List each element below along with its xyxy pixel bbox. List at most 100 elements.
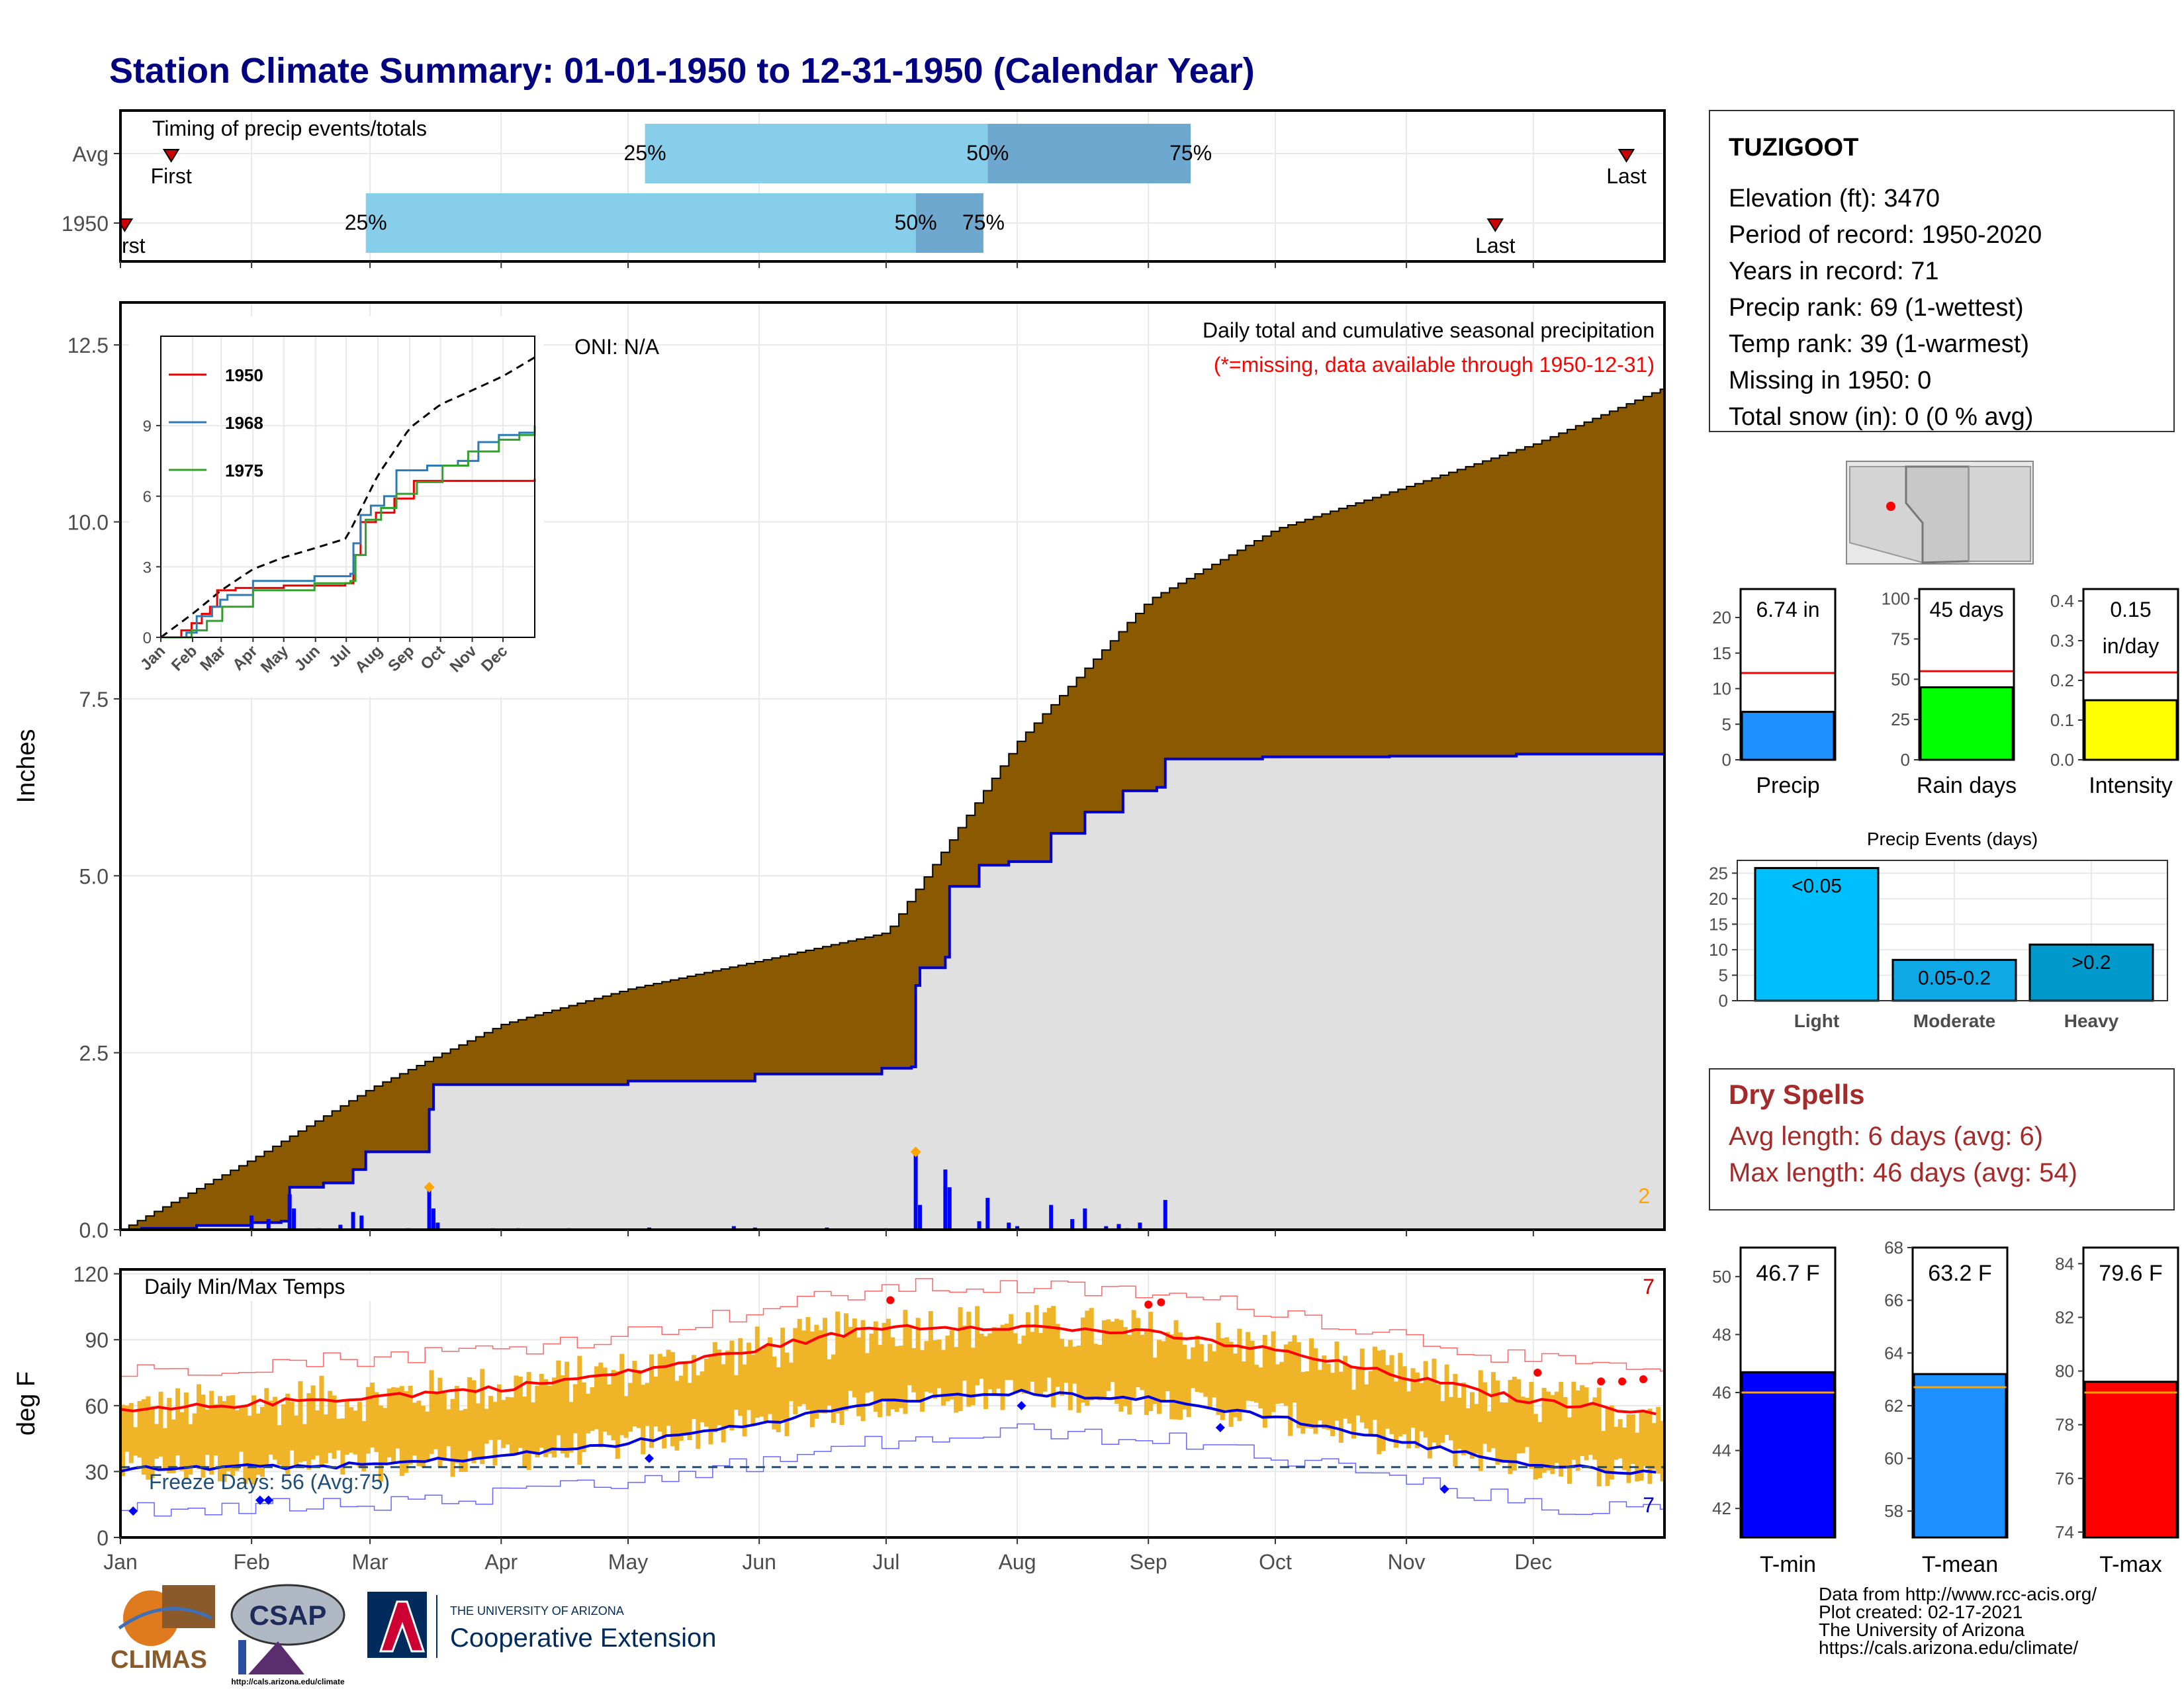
summary-bar-2: 0.15 in/day 0.0 0.1 0.2 0.3 0.4 Intensity [2050, 588, 2179, 798]
daily-temp-bar [247, 1416, 252, 1481]
daily-temp-bar [1364, 1384, 1369, 1429]
daily-temp-bar [1237, 1328, 1242, 1421]
daily-temp-bar [941, 1349, 946, 1406]
daily-temp-bar [395, 1387, 400, 1449]
daily-temp-bar [1140, 1334, 1145, 1391]
precip-corner-count: 2 [1638, 1184, 1650, 1208]
daily-temp-bar [433, 1391, 438, 1449]
precip-events-tick-label: 25 [1709, 863, 1728, 883]
daily-temp-bar [213, 1404, 218, 1456]
daily-temp-bar [1453, 1373, 1458, 1467]
temp-ytick-label: 0 [97, 1526, 109, 1550]
csap-logo-cloud [230, 1584, 345, 1646]
daily-temp-bar [1508, 1380, 1513, 1475]
month-label: Dec [1514, 1550, 1552, 1574]
precip-events-tick-label: 15 [1709, 914, 1728, 934]
temp-bar-border [1911, 1246, 2009, 1539]
summary-bar-tick-label: 50 [1891, 669, 1910, 689]
daily-temp-bar [1457, 1397, 1462, 1449]
temp-ytick-label: 30 [85, 1460, 109, 1484]
precip-event-bar-label: <0.05 [1792, 876, 1842, 897]
daily-temp-bar [1271, 1331, 1276, 1412]
precip-events-title: Precip Events (days) [1867, 829, 2038, 849]
daily-temp-bar [1253, 1365, 1259, 1403]
daily-temp-bar [222, 1400, 227, 1483]
inset-bg [129, 316, 544, 697]
summary-bar-label: Intensity [2089, 773, 2173, 798]
summary-bar-label: Rain days [1917, 773, 2017, 798]
temp-bar-value [1913, 1373, 2007, 1539]
daily-temp-bar [1122, 1327, 1128, 1406]
summary-bar-tick-label: 0.4 [2050, 591, 2074, 611]
daily-temp-bar [1334, 1341, 1340, 1421]
daily-temp-bar [1000, 1324, 1005, 1410]
temp-bar-tick-label: 42 [1712, 1498, 1731, 1518]
record-high-marker [1533, 1369, 1542, 1377]
daily-precip-bar [287, 1194, 292, 1230]
daily-temp-bar [1046, 1308, 1052, 1378]
daily-temp-bar [670, 1351, 675, 1447]
daily-temp-bar [970, 1348, 976, 1406]
temp-bar-value-label: 46.7 F [1756, 1261, 1819, 1286]
daily-temp-bar [238, 1408, 244, 1452]
daily-temp-bar [823, 1318, 828, 1414]
daily-temp-bar [1055, 1324, 1060, 1387]
daily-temp-bar [1195, 1335, 1200, 1393]
daily-temp-bar [526, 1371, 531, 1471]
daily-temp-bar [120, 1404, 125, 1477]
month-label: Nov [1388, 1550, 1426, 1574]
summary-bar-tick-label: 0.3 [2050, 631, 2074, 651]
daily-temp-bar [1064, 1346, 1069, 1383]
daily-temp-bar [1144, 1329, 1149, 1415]
daily-temp-bar [678, 1375, 684, 1441]
temp-bar-tick-label: 82 [2055, 1307, 2074, 1327]
daily-temp-bar [1630, 1414, 1635, 1465]
temp-bar-0: 46.7 F 42 44 46 48 50 T-min [1712, 1246, 1837, 1577]
daily-temp-bar [1410, 1368, 1416, 1428]
daily-temp-bar [201, 1394, 206, 1478]
daily-temp-bar [1169, 1334, 1175, 1420]
daily-precip-bar [427, 1187, 432, 1230]
daily-temp-bar [137, 1400, 142, 1458]
daily-temp-bar [742, 1364, 747, 1437]
precip-events-tick-label: 0 [1719, 991, 1728, 1011]
daily-temp-bar [1529, 1381, 1534, 1469]
daily-temp-bar [1478, 1370, 1483, 1471]
footer-line: Plot created: 02-17-2021 [1819, 1602, 2023, 1622]
daily-temp-bar [518, 1376, 523, 1448]
precip-ytick-label: 2.5 [79, 1042, 109, 1066]
daily-temp-bar [1351, 1389, 1356, 1439]
daily-temp-bar [797, 1318, 802, 1406]
daily-temp-bar [746, 1342, 751, 1410]
daily-temp-bar [653, 1376, 659, 1427]
precip-event-bar-label: 0.05-0.2 [1918, 967, 1991, 989]
precip-events: Precip Events (days) <0.05 Light 0.05-0.2 Mo… [1709, 829, 2168, 1031]
daily-temp-bar [839, 1337, 844, 1426]
record-low-line [120, 1423, 1664, 1517]
inset-series-line [161, 426, 536, 639]
inset-ytick-label: 3 [143, 559, 152, 576]
precip-note: Daily total and cumulative seasonal prec… [1203, 318, 1655, 342]
daily-temp-bar [205, 1409, 210, 1455]
daily-temp-bar [1559, 1381, 1564, 1477]
month-label: Oct [1259, 1550, 1292, 1574]
station-info-line: Period of record: 1950-2020 [1729, 221, 2042, 249]
precip-ytick-label: 5.0 [79, 864, 109, 888]
daily-temp-bar [1656, 1406, 1661, 1474]
summary-bar-tick-label: 0.2 [2050, 670, 2074, 690]
temp-panel: Daily Min/Max Temps Freeze Days: 56 (Avg:… [13, 261, 1666, 1574]
daily-temp-bar [171, 1419, 176, 1473]
daily-temp-bar [577, 1355, 582, 1465]
daily-temp-bar [1313, 1348, 1318, 1434]
record-low-marker [1215, 1423, 1225, 1433]
temp-ytick-label: 60 [85, 1394, 109, 1418]
daily-temp-bar [754, 1326, 760, 1418]
temp-bar-tick-label: 46 [1712, 1383, 1731, 1402]
daily-temp-bar [1504, 1402, 1509, 1463]
record-high-marker [1618, 1377, 1627, 1386]
daily-temp-bar [1220, 1338, 1225, 1420]
daily-temp-bar [725, 1350, 731, 1427]
summary-bar-0: 6.74 in 0 5 10 15 20 Precip [1712, 588, 1837, 798]
precip-panel-border [119, 301, 1666, 1231]
precip-ytick-label: 12.5 [68, 334, 109, 357]
